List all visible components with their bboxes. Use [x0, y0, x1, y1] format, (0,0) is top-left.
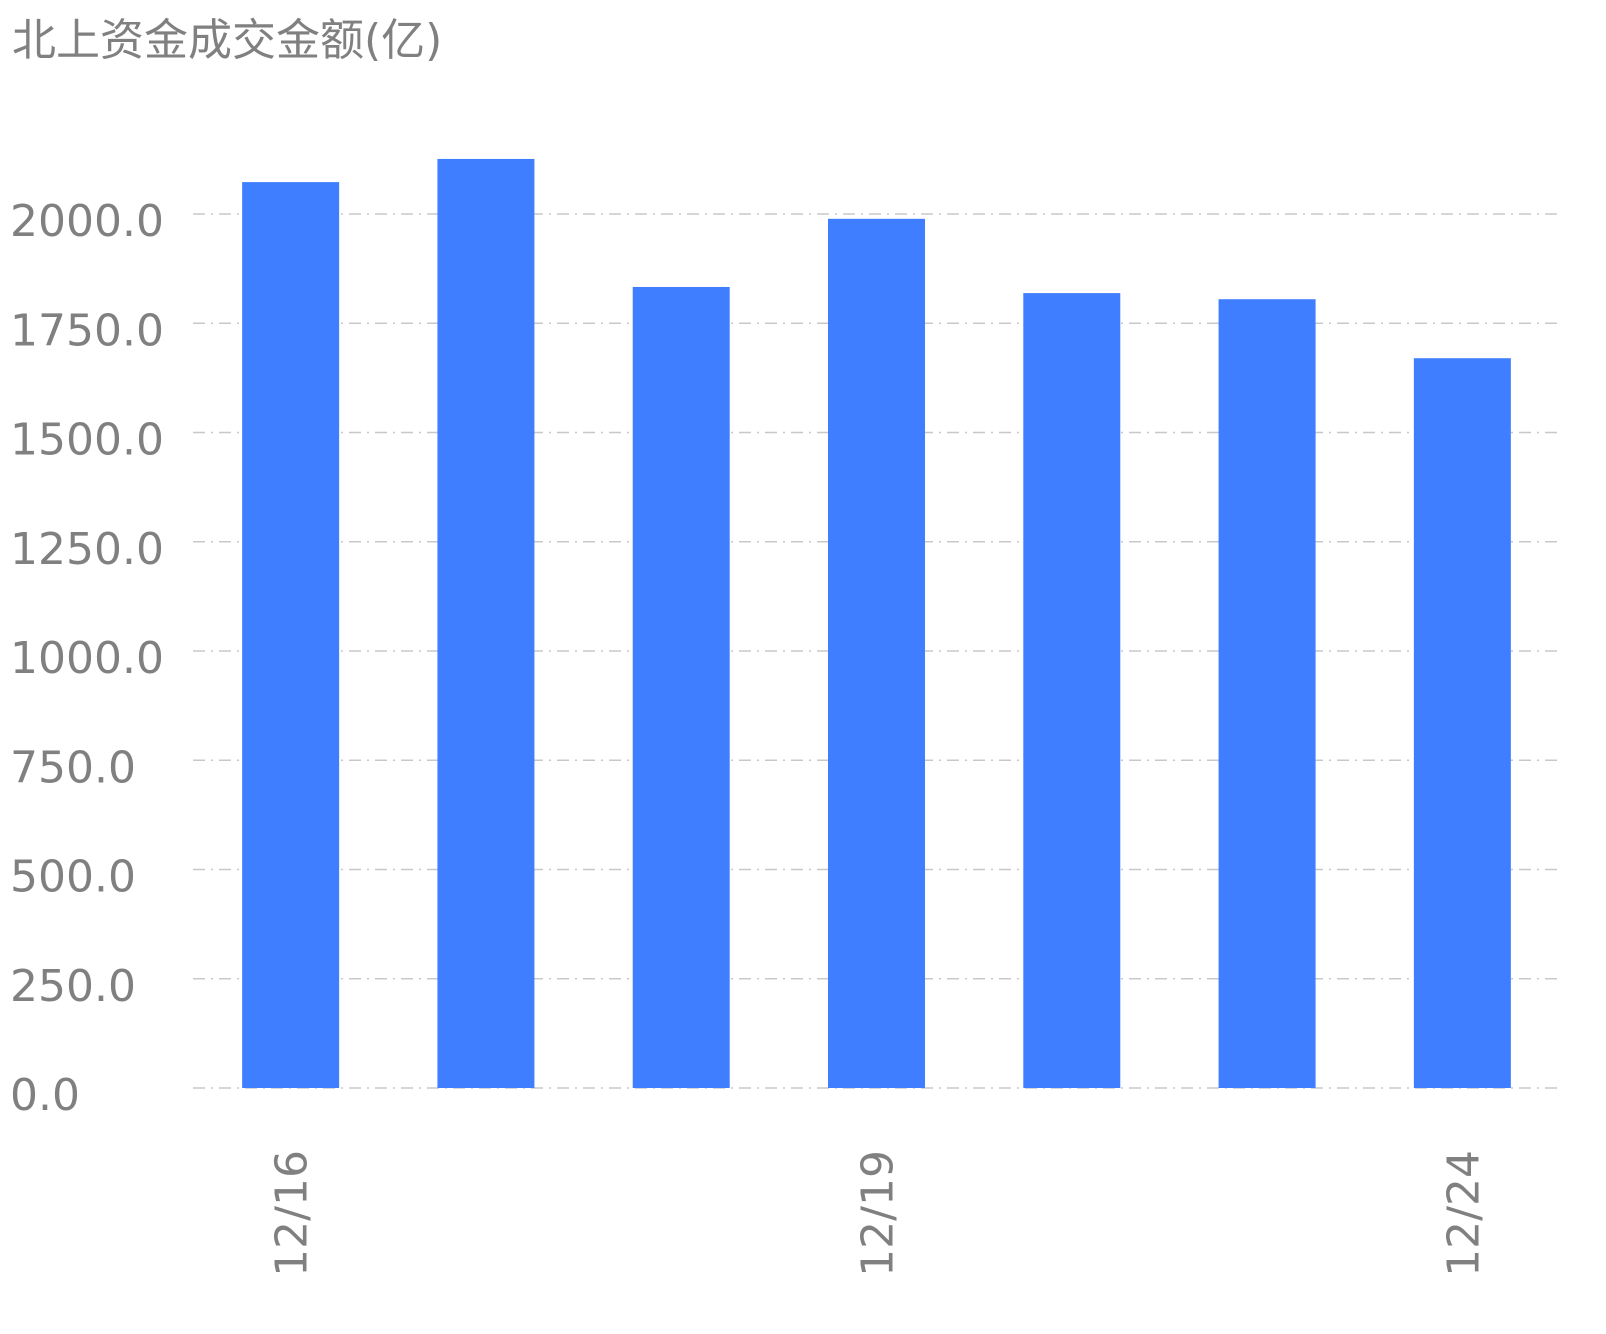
chart-title: 北上资金成交金额(亿) [12, 15, 442, 66]
y-tick-label: 1750.0 [10, 305, 164, 356]
x-tick-label: 12/24 [1438, 1150, 1489, 1277]
bar [632, 286, 730, 1088]
bar [242, 182, 340, 1088]
y-tick-label: 1250.0 [10, 524, 164, 575]
y-tick-label: 1000.0 [10, 633, 164, 684]
bar [1218, 299, 1316, 1089]
y-tick-label: 2000.0 [10, 196, 164, 247]
y-tick-label: 250.0 [10, 961, 136, 1012]
bar [437, 158, 535, 1089]
x-tick-label: 12/16 [267, 1150, 318, 1277]
bars [242, 158, 1511, 1089]
bar [828, 218, 925, 1088]
y-tick-label: 750.0 [10, 742, 136, 793]
bar [1413, 358, 1511, 1089]
x-tick-label: 12/19 [853, 1150, 904, 1277]
x-axis: 12/16 12/19 12/24 [267, 1150, 1490, 1277]
y-tick-label: 500.0 [10, 852, 136, 903]
bar [1023, 293, 1121, 1088]
y-tick-label: 0.0 [10, 1070, 80, 1121]
y-tick-label: 1500.0 [10, 415, 164, 466]
y-axis: 0.0 250.0 500.0 750.0 1000.0 1250.0 1500.0 1750… [10, 196, 164, 1121]
